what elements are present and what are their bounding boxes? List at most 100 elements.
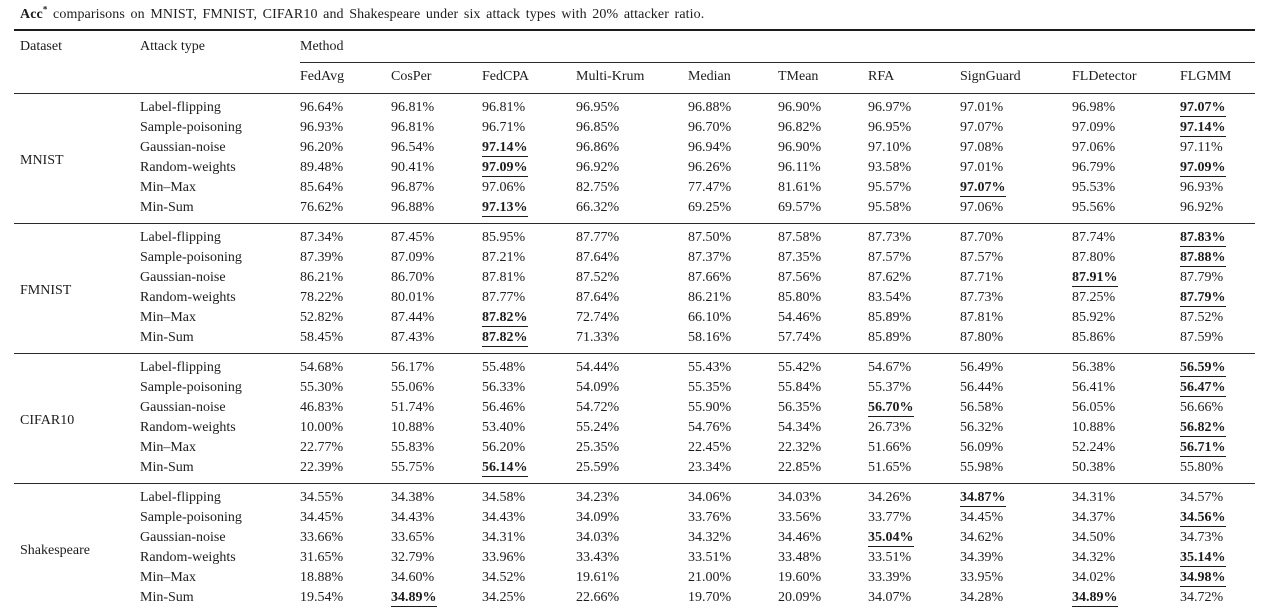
accuracy-value: 33.77% — [868, 510, 912, 525]
accuracy-value: 34.98% — [1180, 568, 1255, 588]
dataset-label: CIFAR10 — [20, 412, 75, 428]
attack-type-label: Random-weights — [140, 420, 236, 435]
accuracy-value: 85.89% — [868, 330, 912, 345]
attack-type-label: Min–Max — [140, 570, 196, 585]
header-row-methods: FedAvg CosPer FedCPA Multi-Krum Median TMean R… — [14, 62, 1256, 94]
accuracy-value: 22.45% — [688, 440, 732, 455]
table-row: Random-weights 78.22% 80.01% 87.77% 87.64% 86… — [14, 288, 1255, 308]
accuracy-value: 96.70% — [688, 120, 732, 135]
accuracy-value: 87.35% — [778, 250, 822, 265]
attack-type-label: Label-flipping — [140, 360, 221, 375]
accuracy-value: 96.20% — [300, 140, 344, 155]
accuracy-value: 34.38% — [391, 490, 435, 505]
accuracy-value: 34.57% — [1180, 490, 1224, 505]
accuracy-value: 96.90% — [778, 100, 822, 115]
accuracy-value: 34.32% — [1072, 550, 1116, 565]
table-row: Gaussian-noise 96.20% 96.54% 97.14% 96.86% 96… — [14, 138, 1255, 158]
accuracy-value: 87.64% — [576, 250, 620, 265]
accuracy-value: 69.25% — [688, 200, 732, 215]
accuracy-value: 97.06% — [482, 180, 526, 195]
accuracy-value: 34.60% — [391, 570, 435, 585]
attack-type-label: Min-Sum — [140, 330, 194, 345]
dataset-section: CIFAR10 Label-flipping 54.68% 56.17% 55.48% 5… — [14, 353, 1256, 484]
attack-type-label: Min-Sum — [140, 460, 194, 475]
accuracy-value: 34.73% — [1180, 530, 1224, 545]
accuracy-value: 58.45% — [300, 330, 344, 345]
header-dataset: Dataset — [20, 39, 62, 55]
accuracy-value: 87.82% — [482, 308, 576, 328]
accuracy-value: 56.20% — [482, 440, 526, 455]
method-column-header: TMean — [778, 62, 868, 94]
best-accuracy-value: 34.89% — [1072, 590, 1118, 607]
accuracy-value: 96.97% — [868, 100, 912, 115]
accuracy-value: 97.06% — [960, 200, 1004, 215]
accuracy-value: 87.25% — [1072, 290, 1116, 305]
results-table: Dataset Attack type Method FedAvg CosPer F… — [14, 29, 1256, 610]
accuracy-value: 34.45% — [960, 510, 1004, 525]
accuracy-value: 22.39% — [300, 460, 344, 475]
accuracy-value: 55.48% — [482, 360, 526, 375]
accuracy-value: 95.56% — [1072, 200, 1116, 215]
accuracy-value: 56.66% — [1180, 400, 1224, 415]
accuracy-value: 96.54% — [391, 140, 435, 155]
accuracy-value: 97.07% — [960, 120, 1004, 135]
best-accuracy-value: 97.14% — [482, 140, 528, 157]
accuracy-value: 56.17% — [391, 360, 435, 375]
accuracy-value: 85.89% — [868, 310, 912, 325]
accuracy-value: 96.79% — [1072, 160, 1116, 175]
accuracy-value: 87.39% — [300, 250, 344, 265]
caption-metric: Acc — [20, 7, 43, 22]
table-row: Random-weights 10.00% 10.88% 53.40% 55.24% 54… — [14, 418, 1255, 438]
attack-type-label: Sample-poisoning — [140, 510, 242, 525]
accuracy-value: 56.46% — [482, 400, 526, 415]
accuracy-value: 19.60% — [778, 570, 822, 585]
accuracy-value: 33.66% — [300, 530, 344, 545]
accuracy-value: 89.48% — [300, 160, 344, 175]
caption-superscript: * — [42, 4, 48, 15]
method-column-header: CosPer — [391, 62, 482, 94]
accuracy-value: 56.82% — [1180, 418, 1255, 438]
accuracy-value: 78.22% — [300, 290, 344, 305]
accuracy-value: 87.56% — [778, 270, 822, 285]
accuracy-value: 77.47% — [688, 180, 732, 195]
accuracy-value: 54.72% — [576, 400, 620, 415]
accuracy-value: 34.09% — [576, 510, 620, 525]
table-row: Sample-poisoning 87.39% 87.09% 87.21% 87.64%… — [14, 248, 1255, 268]
accuracy-value: 33.65% — [391, 530, 435, 545]
accuracy-value: 87.43% — [391, 330, 435, 345]
accuracy-value: 34.06% — [688, 490, 732, 505]
best-accuracy-value: 34.56% — [1180, 510, 1226, 527]
accuracy-value: 97.01% — [960, 160, 1004, 175]
accuracy-value: 56.49% — [960, 360, 1004, 375]
accuracy-value: 96.86% — [576, 140, 620, 155]
attack-type-label: Min–Max — [140, 440, 196, 455]
attack-type-label: Min–Max — [140, 310, 196, 325]
attack-type-label: Random-weights — [140, 160, 236, 175]
accuracy-value: 87.44% — [391, 310, 435, 325]
accuracy-value: 93.58% — [868, 160, 912, 175]
accuracy-value: 33.76% — [688, 510, 732, 525]
best-accuracy-value: 56.47% — [1180, 380, 1226, 397]
best-accuracy-value: 87.83% — [1180, 230, 1226, 247]
accuracy-value: 56.58% — [960, 400, 1004, 415]
header-method-group: Method — [300, 30, 1256, 63]
accuracy-value: 87.77% — [482, 290, 526, 305]
table-row: Min-Sum 76.62% 96.88% 97.13% 66.32% 69.25% 69.… — [14, 198, 1255, 224]
accuracy-value: 87.83% — [1180, 224, 1255, 249]
accuracy-value: 34.55% — [300, 490, 344, 505]
accuracy-value: 34.45% — [300, 510, 344, 525]
accuracy-value: 18.88% — [300, 570, 344, 585]
accuracy-value: 56.09% — [960, 440, 1004, 455]
accuracy-value: 25.59% — [576, 460, 620, 475]
attack-type-label: Label-flipping — [140, 490, 221, 505]
accuracy-value: 96.95% — [576, 100, 620, 115]
accuracy-value: 51.65% — [868, 460, 912, 475]
caption-text: comparisons on MNIST, FMNIST, CIFAR10 an… — [47, 7, 705, 22]
accuracy-value: 34.58% — [482, 490, 526, 505]
accuracy-value: 56.38% — [1072, 360, 1116, 375]
accuracy-value: 85.86% — [1072, 330, 1116, 345]
attack-type-label: Gaussian-noise — [140, 530, 226, 545]
best-accuracy-value: 56.59% — [1180, 360, 1226, 377]
accuracy-value: 23.34% — [688, 460, 732, 475]
accuracy-value: 69.57% — [778, 200, 822, 215]
